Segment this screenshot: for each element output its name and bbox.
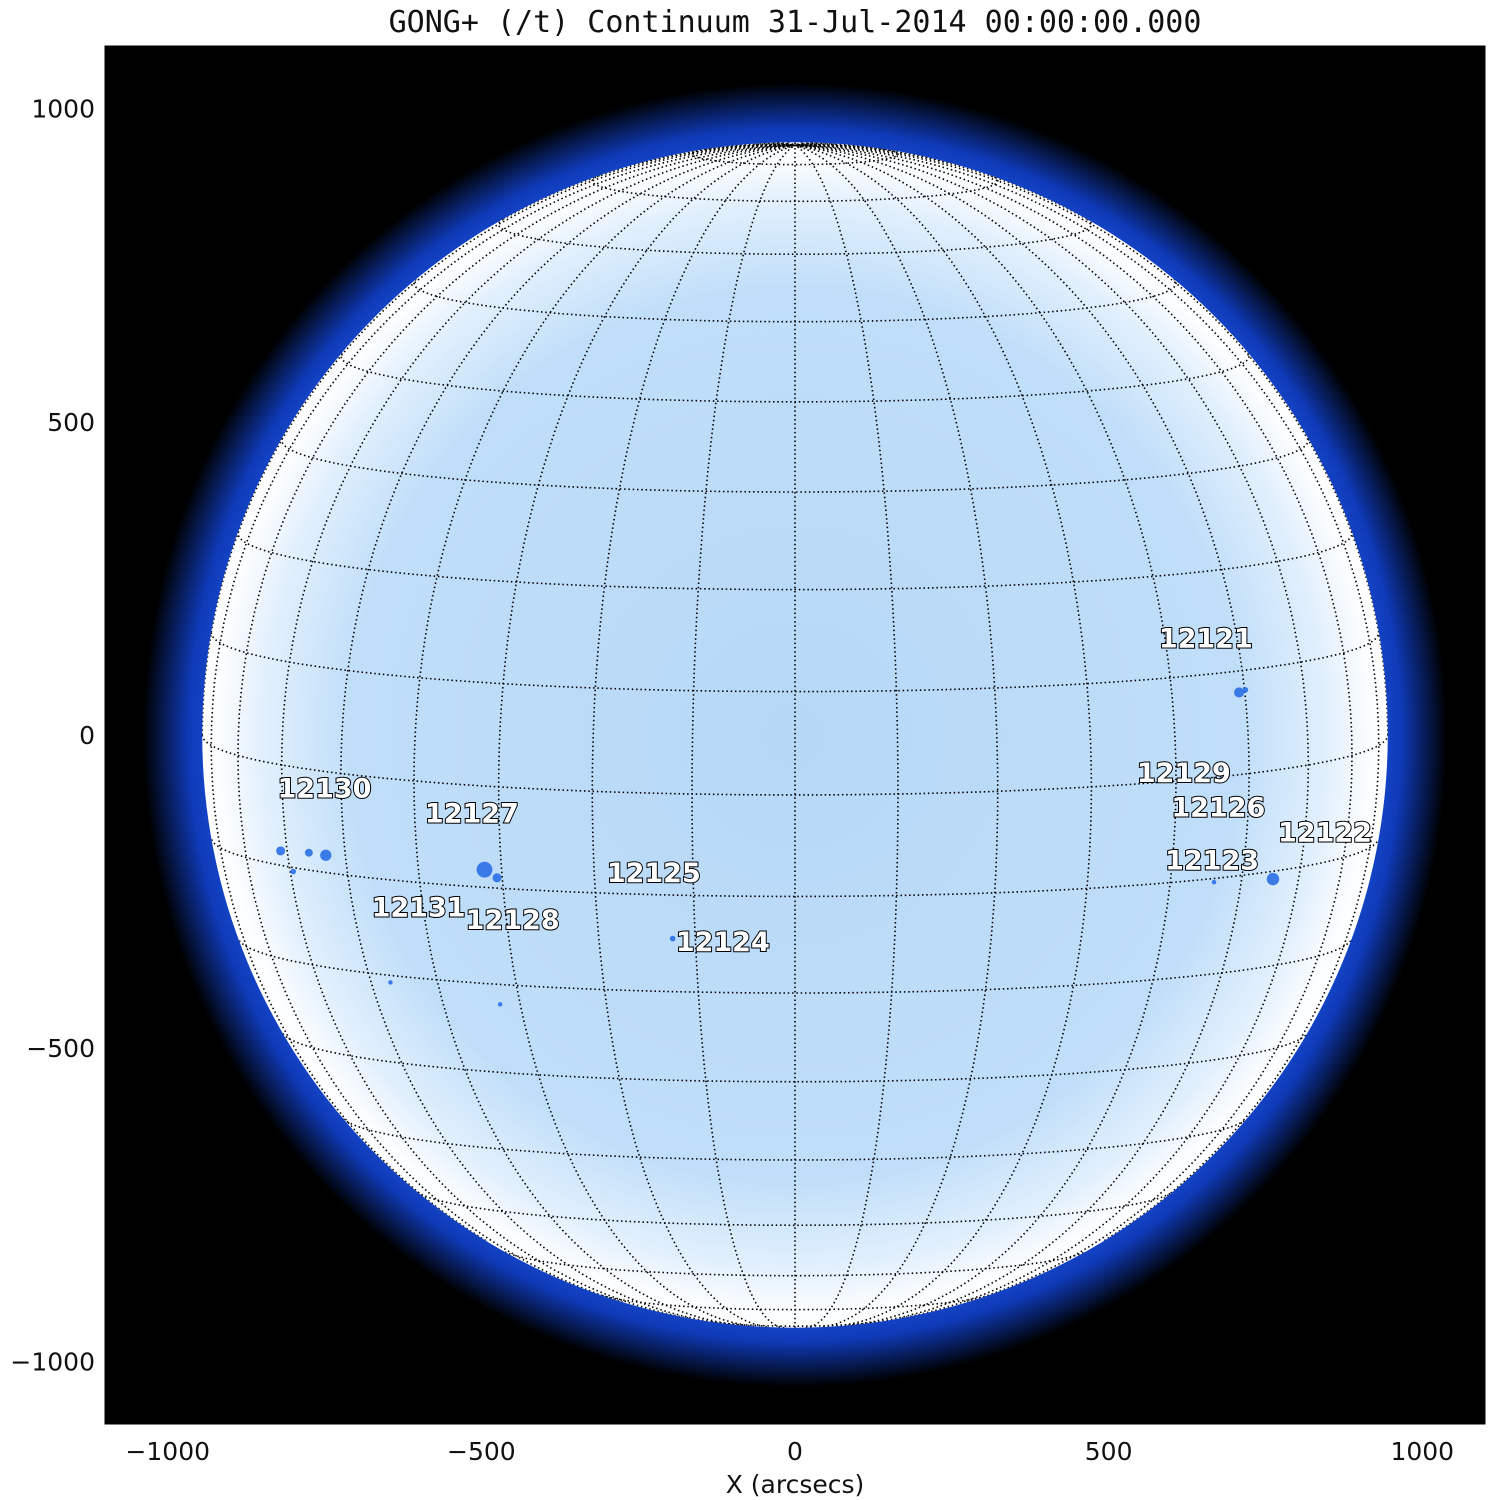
active-region-label: 12121 <box>1159 623 1253 654</box>
latitude-line <box>711 1321 879 1327</box>
sunspot <box>1211 879 1217 885</box>
sunspots <box>276 687 1280 1007</box>
longitude-line <box>641 144 796 164</box>
latitude-line <box>210 839 1380 898</box>
longitude-line <box>794 144 1177 1327</box>
longitude-line <box>794 144 1380 1242</box>
latitude-line <box>417 1191 1173 1227</box>
active-region-label: 12122 <box>1278 817 1372 848</box>
longitude-line <box>794 144 949 164</box>
sunspot <box>1234 687 1245 698</box>
latitude-line <box>237 531 1353 591</box>
active-region-label: 12129 <box>1137 758 1231 789</box>
sunspot <box>320 849 332 861</box>
latitude-line <box>504 1251 1086 1277</box>
active-region-label: 12130 <box>278 774 372 805</box>
active-region-label: 12127 <box>425 799 519 830</box>
longitude-line <box>794 144 1250 1324</box>
sunspot <box>497 1002 503 1007</box>
active-region-label: 12125 <box>607 858 701 889</box>
latitude-line <box>497 218 1093 255</box>
sunspot <box>276 846 286 856</box>
sunspot <box>388 980 393 985</box>
y-axis-ticks: 1000 500 0 −500 −1000 <box>10 95 119 1376</box>
active-region-label: 12124 <box>676 927 770 958</box>
latitude-line <box>282 1032 1308 1083</box>
longitude-line <box>794 143 859 147</box>
y-tick-label: 0 <box>79 721 95 750</box>
latitude-line <box>202 734 1388 796</box>
y-tick-label: 1000 <box>31 95 95 124</box>
x-tick-label: 1000 <box>1390 1437 1454 1466</box>
sunspot <box>304 848 313 857</box>
sunspot <box>492 873 502 883</box>
longitude-line <box>794 142 817 147</box>
x-tick-label: −500 <box>447 1437 516 1466</box>
sunspot <box>476 861 493 878</box>
longitude-line <box>691 144 796 1328</box>
x-tick-label: 500 <box>1085 1437 1133 1466</box>
x-axis-ticks: −1000 −500 0 500 1000 <box>125 1410 1454 1466</box>
y-tick-label: −500 <box>26 1034 95 1063</box>
x-tick-label: −1000 <box>125 1437 210 1466</box>
longitude-line <box>237 144 796 1303</box>
y-tick-label: −1000 <box>10 1347 95 1376</box>
x-axis-label: X (arcsecs) <box>726 1470 865 1499</box>
longitude-line <box>591 144 796 1328</box>
y-tick-label: 500 <box>47 408 95 437</box>
active-region-label: 12123 <box>1165 846 1259 877</box>
active-region-label: 12128 <box>466 905 560 936</box>
sunspot <box>1266 872 1280 886</box>
latitude-line <box>413 278 1177 323</box>
longitude-line <box>210 144 796 1242</box>
longitude-line <box>794 142 803 147</box>
active-region-label: 12131 <box>372 893 466 924</box>
longitude-line <box>794 144 999 1328</box>
plot-title: GONG+ (/t) Continuum 31-Jul-2014 00:00:0… <box>389 5 1202 40</box>
longitude-line <box>705 143 796 150</box>
longitude-line <box>794 144 1353 1303</box>
sunspot <box>669 935 676 942</box>
longitude-line <box>413 144 796 1327</box>
longitude-line <box>340 144 796 1324</box>
longitude-line <box>787 142 796 147</box>
longitude-line <box>794 142 826 147</box>
x-tick-label: 0 <box>787 1437 803 1466</box>
longitude-line <box>794 144 899 1328</box>
longitude-line <box>502 144 795 220</box>
active-region-label: 12126 <box>1171 792 1265 823</box>
sunspot <box>1242 687 1249 693</box>
latitude-line <box>591 174 999 203</box>
solar-disk <box>202 142 1388 1328</box>
heliographic-grid <box>202 142 1388 1328</box>
sunspot <box>290 868 297 875</box>
